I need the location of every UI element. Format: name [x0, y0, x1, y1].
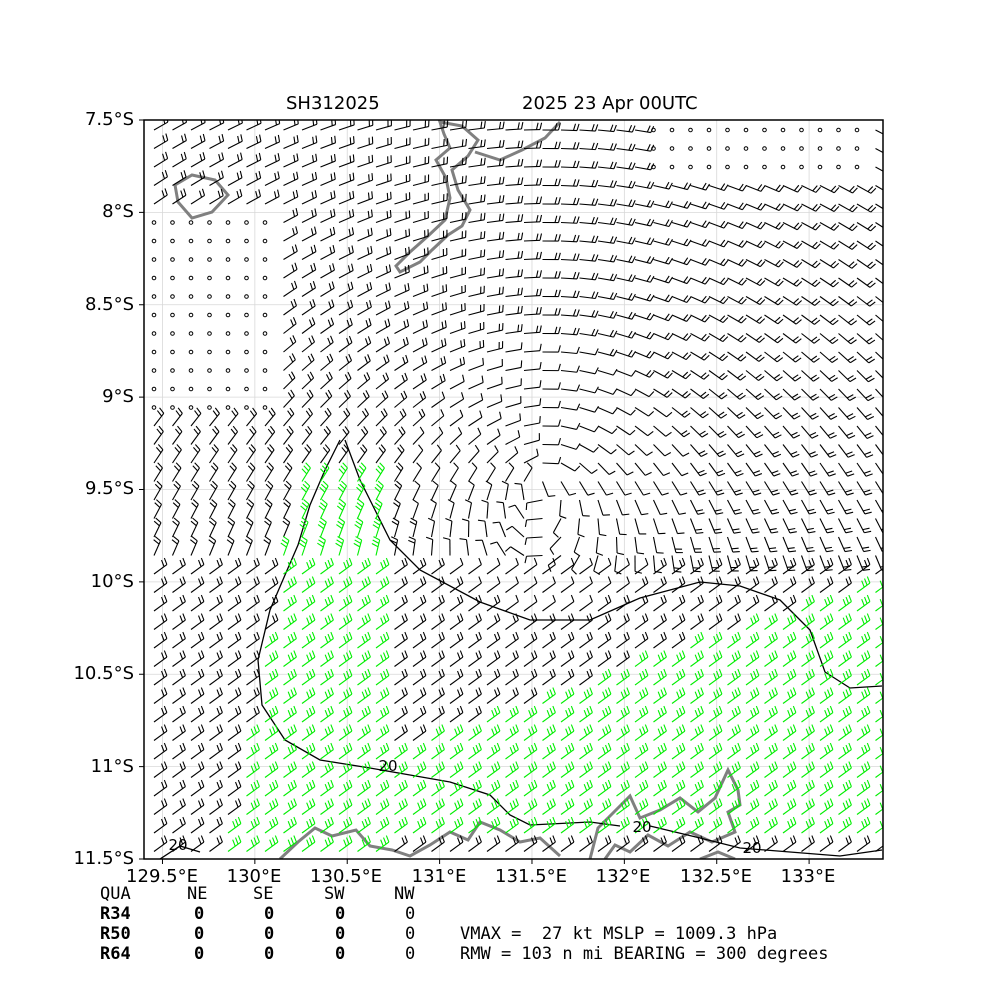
- table-cell: 0: [264, 924, 275, 944]
- wind-barbs: [151, 120, 883, 852]
- table-cell: 0: [194, 944, 205, 964]
- table-cell: 0: [194, 924, 205, 944]
- table-header-nw: NW: [394, 884, 415, 904]
- table-cell: 0: [264, 944, 275, 964]
- table-cell: 0: [335, 944, 346, 964]
- coastline: [173, 120, 742, 859]
- lat-label: 11°S: [90, 756, 134, 777]
- table-cell: 0: [405, 904, 416, 924]
- lon-label: 133°E: [780, 866, 836, 887]
- lon-label: 132°E: [595, 866, 651, 887]
- lat-label: 11.5°S: [73, 848, 134, 869]
- table-cell: 0: [405, 924, 416, 944]
- lat-label: 7.5°S: [84, 109, 134, 130]
- vmax-mslp-text: VMAX = 27 kt MSLP = 1009.3 hPa: [460, 924, 778, 944]
- lon-label: 131.5°E: [495, 866, 567, 887]
- lat-label: 9.5°S: [84, 478, 134, 499]
- contour-label: 20: [378, 757, 397, 775]
- row-label-r64: R64: [100, 944, 131, 964]
- lon-label: 130°E: [226, 866, 282, 887]
- contour-label: 20: [168, 836, 187, 854]
- lon-label: 130.5°E: [310, 866, 382, 887]
- table-header-se: SE: [253, 884, 274, 904]
- table-header-sw: SW: [324, 884, 345, 904]
- row-label-r50: R50: [100, 924, 131, 944]
- table-cell: 0: [194, 904, 205, 924]
- storm-id-title: SH312025: [286, 93, 380, 114]
- rmw-bearing-text: RMW = 103 n mi BEARING = 300 degrees: [460, 944, 829, 964]
- table-cell: 0: [335, 924, 346, 944]
- table-header-qua: QUA: [100, 884, 131, 904]
- contour-label: 20: [632, 818, 651, 836]
- contour-label: 20: [742, 839, 761, 857]
- lat-label: 8.5°S: [84, 294, 134, 315]
- row-label-r34: R34: [100, 904, 131, 924]
- table-header-ne: NE: [187, 884, 208, 904]
- lon-label: 131°E: [411, 866, 467, 887]
- lat-label: 10.5°S: [73, 663, 134, 684]
- datetime-title: 2025 23 Apr 00UTC: [522, 93, 698, 114]
- lon-label: 132.5°E: [680, 866, 752, 887]
- table-cell: 0: [405, 944, 416, 964]
- table-cell: 0: [264, 904, 275, 924]
- lat-label: 9°S: [102, 386, 134, 407]
- table-cell: 0: [335, 904, 346, 924]
- axis-ticks: [139, 119, 810, 864]
- lon-label: 129.5°E: [126, 866, 198, 887]
- wind-speed-contour: [159, 439, 883, 859]
- lat-label: 10°S: [90, 571, 134, 592]
- lat-label: 8°S: [102, 201, 134, 222]
